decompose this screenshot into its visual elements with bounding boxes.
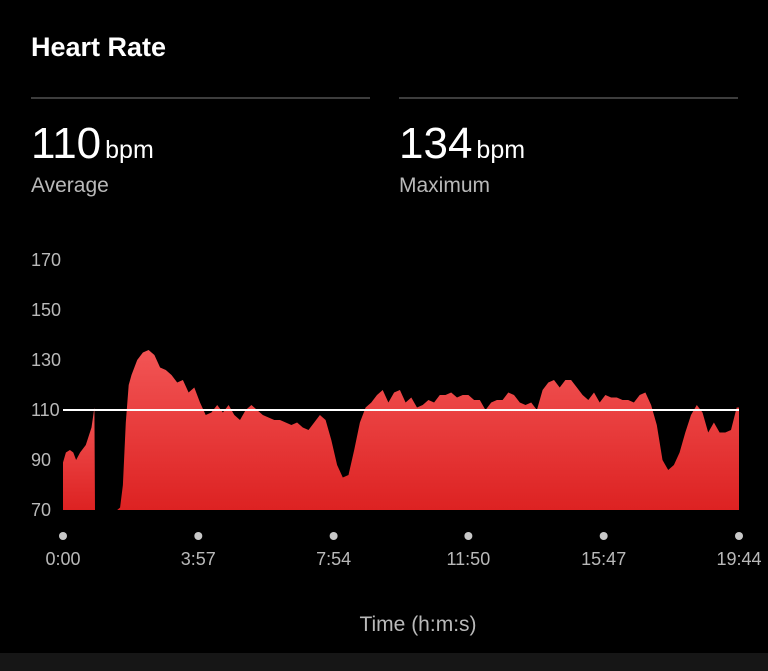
y-tick-label: 70 <box>31 500 51 520</box>
x-tick-label: 0:00 <box>45 549 80 569</box>
y-tick-label: 150 <box>31 300 61 320</box>
area-segment-0 <box>63 407 95 510</box>
maximum-label: Maximum <box>399 174 491 197</box>
area-segment-1 <box>117 350 739 510</box>
x-tick-dot <box>194 532 203 540</box>
x-tick-dot <box>464 532 473 540</box>
average-unit: bpm <box>105 136 154 164</box>
page-title: Heart Rate <box>31 32 167 62</box>
x-tick-label: 11:50 <box>447 549 491 569</box>
y-tick-label: 130 <box>31 350 61 370</box>
y-tick-label: 170 <box>31 250 61 270</box>
average-label: Average <box>31 174 109 197</box>
divider-left <box>31 97 370 99</box>
x-tick-label: 19:44 <box>716 549 761 569</box>
average-value: 110 <box>31 119 102 168</box>
y-axis-ticks: 70 90 110 130 150 170 <box>31 250 61 520</box>
average-stat: 110 bpm Average <box>31 118 154 198</box>
divider-right <box>399 97 738 99</box>
maximum-unit: bpm <box>476 136 526 164</box>
x-tick-dot <box>59 532 67 540</box>
y-tick-label: 90 <box>31 450 51 470</box>
heart-rate-area <box>63 350 739 510</box>
x-tick-label: 15:47 <box>581 549 626 569</box>
maximum-stat: 134 bpm Maximum <box>399 118 525 198</box>
x-tick-dot <box>329 532 338 540</box>
bottom-bar <box>0 653 768 671</box>
x-axis-ticks: 0:00 3:57 7:54 11:50 15:47 19:44 <box>45 532 762 569</box>
y-tick-label: 110 <box>31 400 60 420</box>
x-tick-label: 3:57 <box>181 549 216 569</box>
maximum-value: 134 <box>399 119 473 168</box>
heart-rate-chart: 70 90 110 130 150 170 0:00 3:57 7:54 11:50 15:47 1… <box>31 250 762 636</box>
x-tick-dot <box>735 532 743 540</box>
x-tick-dot <box>599 532 608 540</box>
x-tick-label: 7:54 <box>316 549 351 569</box>
x-axis-label: Time (h:m:s) <box>359 613 476 636</box>
